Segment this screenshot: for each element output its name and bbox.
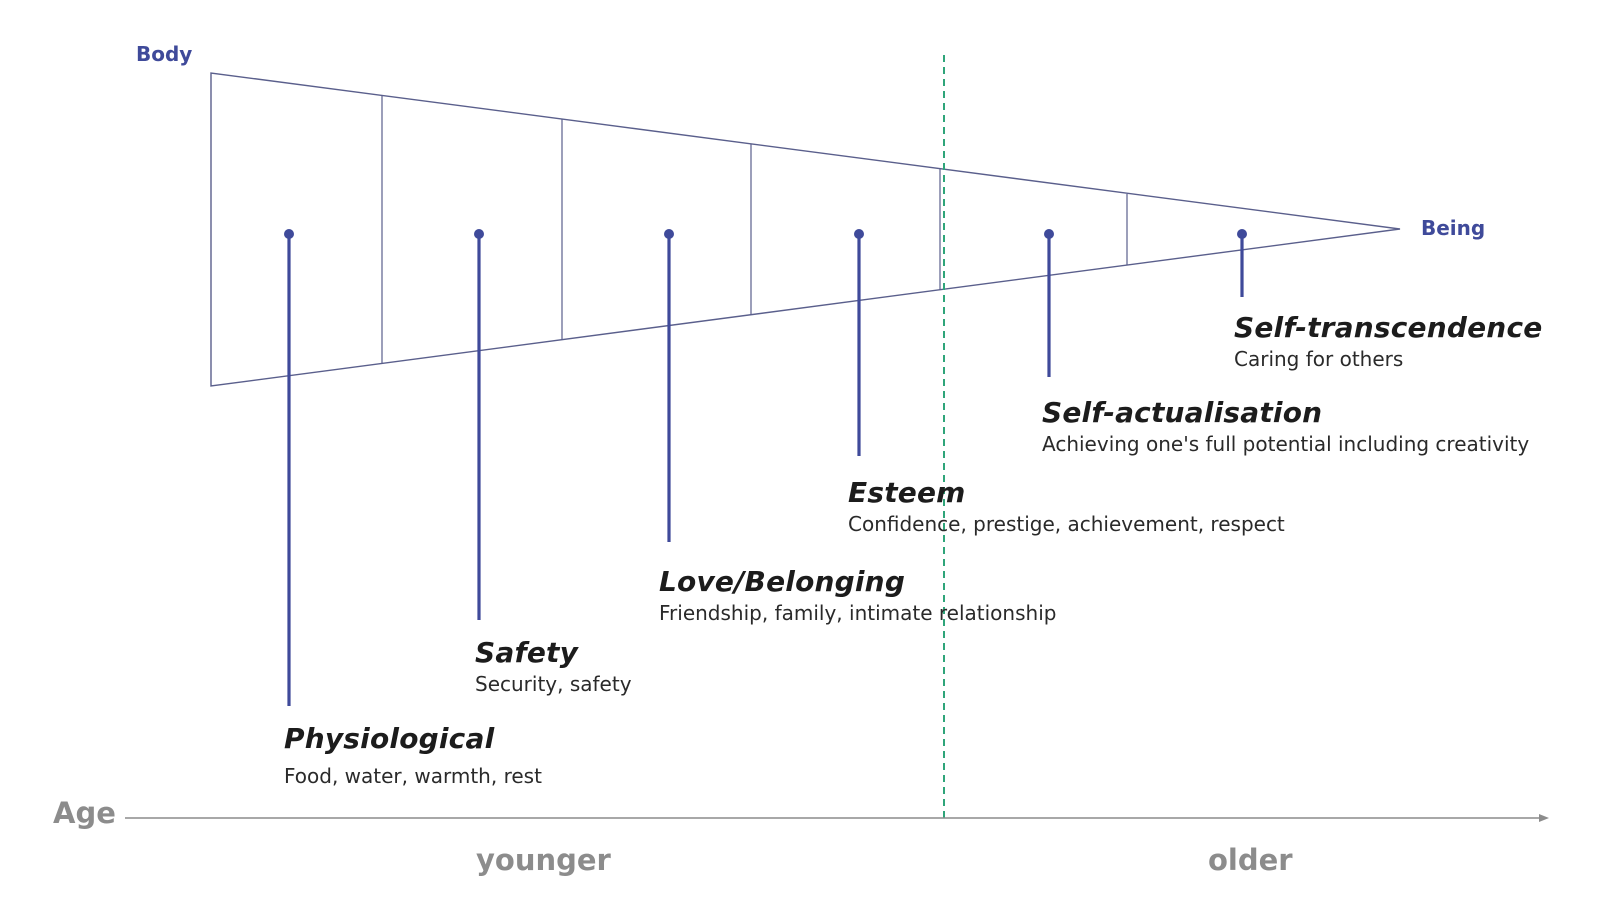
body-label: Body [136,42,193,66]
stage-title: Self-actualisation [1042,396,1323,429]
stage-self-transcendence: Self-transcendence Caring for others [1234,311,1542,373]
stage-esteem: Esteem Confidence, prestige, achievement… [848,476,1285,538]
stage-description: Caring for others [1234,347,1404,371]
stage-love-belonging: Love/Belonging Friendship, family, intim… [659,565,1056,627]
stage-description: Achieving one's full potential including… [1042,432,1530,456]
stage-marker-dot-love [664,229,674,239]
stage-title: Esteem [848,476,966,509]
stage-description: Confidence, prestige, achievement, respe… [848,512,1285,536]
age-axis-title: Age [53,796,116,830]
stage-safety: Safety Security, safety [475,636,632,698]
stage-description: Friendship, family, intimate relationshi… [659,601,1057,625]
being-label: Being [1421,216,1486,240]
stage-self-actualisation: Self-actualisation Achieving one's full … [1042,396,1529,458]
stage-marker-dot-self-transcendence [1237,229,1247,239]
stage-title: Safety [475,636,579,669]
stage-title: Self-transcendence [1234,311,1543,344]
stage-description: Food, water, warmth, rest [284,764,542,788]
stage-marker-dot-physiological [284,229,294,239]
stage-marker-dot-esteem [854,229,864,239]
stage-markers [284,229,1247,706]
age-axis-arrowhead [1539,814,1549,822]
age-axis-younger-label: younger [476,843,611,877]
stage-physiological: Physiological Food, water, warmth, rest [284,722,542,790]
stage-description: Security, safety [475,672,632,696]
stage-title: Physiological [284,722,495,755]
age-axis-older-label: older [1208,843,1293,877]
needs-wedge [210,72,1401,387]
stage-marker-dot-safety [474,229,484,239]
stage-title: Love/Belonging [659,565,906,598]
stage-marker-dot-self-actualisation [1044,229,1054,239]
